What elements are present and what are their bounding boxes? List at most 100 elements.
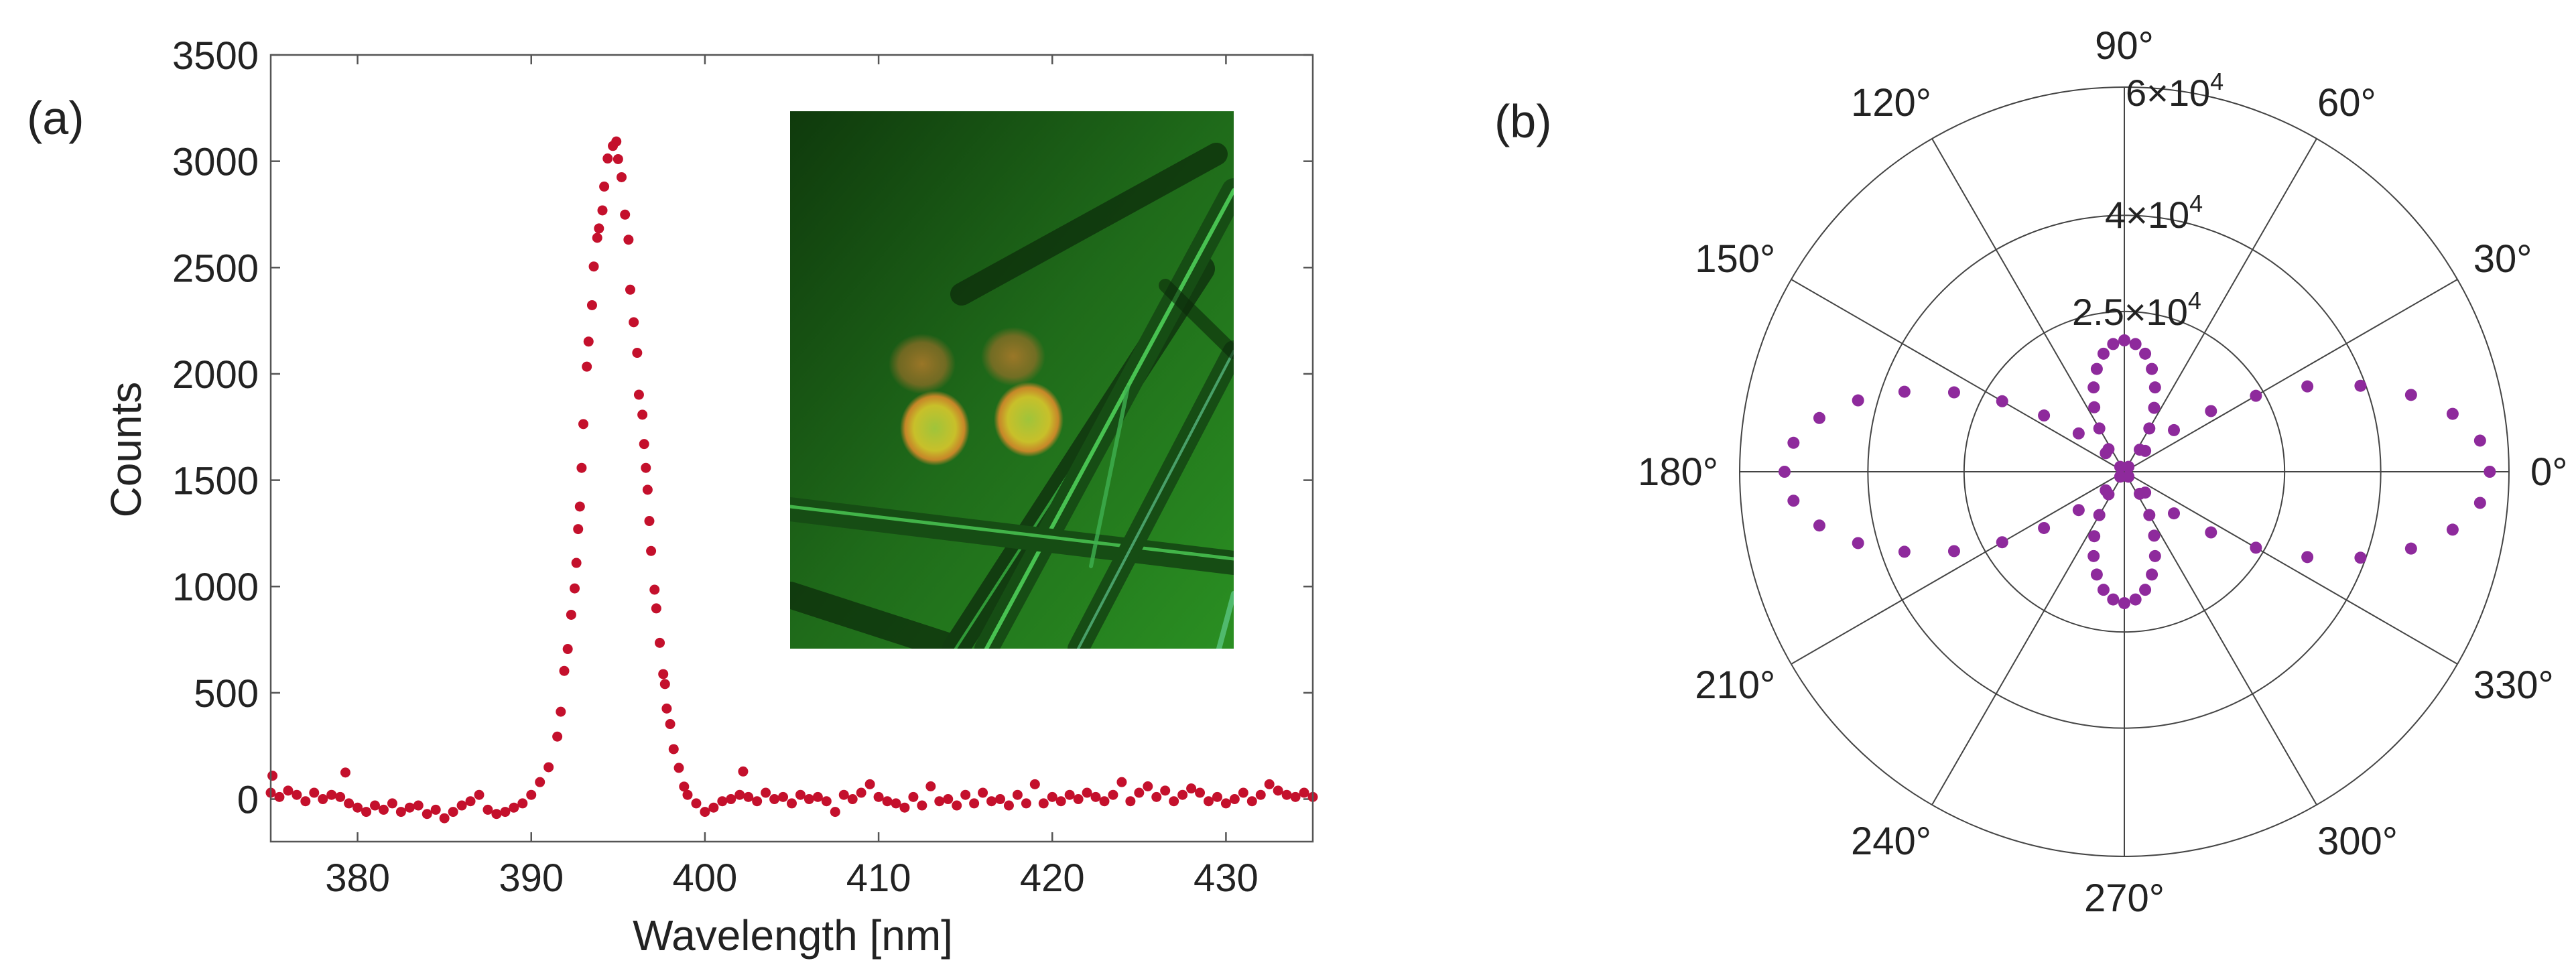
data-point	[2148, 549, 2161, 562]
data-point	[2146, 568, 2159, 581]
data-point	[1281, 789, 1292, 800]
data-point	[543, 762, 554, 773]
data-point	[986, 796, 997, 807]
data-point	[1055, 796, 1066, 807]
plot-frame	[269, 54, 1314, 843]
data-point	[943, 794, 954, 805]
data-point	[517, 798, 528, 809]
data-point	[2087, 549, 2100, 562]
x-tick-label: 420	[1020, 856, 1085, 900]
data-point	[641, 462, 651, 473]
data-point	[2446, 407, 2459, 420]
data-point	[274, 791, 285, 802]
data-point	[404, 802, 415, 813]
data-point	[378, 804, 389, 815]
data-point	[578, 419, 588, 430]
radial-ring	[1963, 310, 2286, 633]
data-point	[2446, 523, 2459, 536]
data-point	[491, 809, 502, 820]
data-point	[769, 794, 780, 805]
data-point	[1246, 796, 1257, 807]
panel-label-a: (a)	[27, 92, 84, 144]
data-point	[2250, 389, 2262, 402]
data-point	[1852, 394, 1864, 407]
radial-tick-label: 2.5×104	[2072, 287, 2201, 333]
data-point	[318, 794, 328, 805]
radial-tick-exponent: 4	[2210, 68, 2224, 95]
data-point	[2097, 584, 2110, 596]
radial-tick-base: 4×10	[2105, 194, 2189, 236]
x-tick-label: 430	[1194, 856, 1259, 900]
data-point	[2038, 409, 2051, 422]
data-point	[1778, 466, 1791, 478]
data-point	[642, 484, 653, 495]
angle-tick-label: 90°	[2095, 24, 2154, 68]
data-point	[1212, 791, 1222, 802]
data-point	[623, 235, 634, 245]
data-point	[566, 609, 576, 620]
data-point	[2404, 542, 2417, 555]
data-point	[917, 800, 927, 811]
spectrum-points	[265, 136, 1318, 824]
data-point	[838, 789, 849, 800]
data-point	[422, 809, 432, 820]
data-point	[925, 781, 936, 792]
data-point	[978, 787, 988, 798]
data-point	[761, 787, 771, 798]
data-point	[668, 744, 679, 755]
data-point	[2354, 379, 2367, 392]
data-point	[1021, 798, 1031, 809]
y-tick-label: 3500	[172, 34, 259, 78]
data-point	[613, 153, 623, 164]
angle-tick-label: 240°	[1851, 820, 1931, 863]
data-point	[821, 796, 832, 807]
data-point	[576, 462, 587, 473]
polar-labels: 0° 30° 60° 90° 120° 150° 180° 210° 240° 270° 300° 3…	[1638, 24, 2567, 920]
data-point	[599, 181, 610, 192]
data-point	[795, 789, 806, 800]
data-point	[659, 679, 670, 690]
data-point	[658, 669, 669, 679]
data-point	[1116, 777, 1127, 787]
radial-tick-label: 4×104	[2105, 190, 2203, 236]
data-point	[2129, 338, 2142, 350]
data-point	[2473, 434, 2486, 447]
data-point	[283, 785, 294, 796]
data-point	[1099, 796, 1110, 807]
data-point	[2118, 334, 2130, 346]
data-point	[1073, 794, 1084, 805]
data-point	[2087, 381, 2100, 394]
data-point	[509, 802, 519, 813]
data-point	[1177, 789, 1188, 800]
data-point	[934, 796, 945, 807]
y-axis-label: Counts	[102, 382, 150, 518]
data-point	[1160, 785, 1171, 796]
data-point	[500, 807, 511, 818]
data-point	[2114, 470, 2126, 483]
data-point	[448, 807, 458, 818]
data-point	[335, 791, 346, 802]
data-point	[778, 791, 789, 802]
data-point	[611, 136, 622, 147]
data-point	[2090, 568, 2103, 581]
data-point	[1813, 519, 1825, 532]
spectrum-axes: 380 390 400 410 420 430 0 500 1000 1500 2000 2500 30…	[172, 34, 1313, 900]
data-point	[1898, 385, 1911, 398]
data-point	[474, 789, 485, 800]
data-point	[629, 317, 639, 328]
data-point	[625, 284, 635, 295]
data-point	[1108, 789, 1118, 800]
data-point	[2097, 347, 2110, 360]
data-point	[2122, 460, 2135, 473]
data-point	[552, 731, 563, 742]
x-tick-label: 390	[499, 856, 564, 900]
data-point	[864, 779, 875, 789]
data-point	[639, 439, 649, 450]
angle-tick-label: 330°	[2473, 663, 2554, 707]
data-point	[526, 789, 537, 800]
data-point	[2107, 593, 2120, 606]
data-point	[1012, 789, 1023, 800]
data-point	[617, 172, 627, 182]
data-point	[632, 348, 643, 358]
